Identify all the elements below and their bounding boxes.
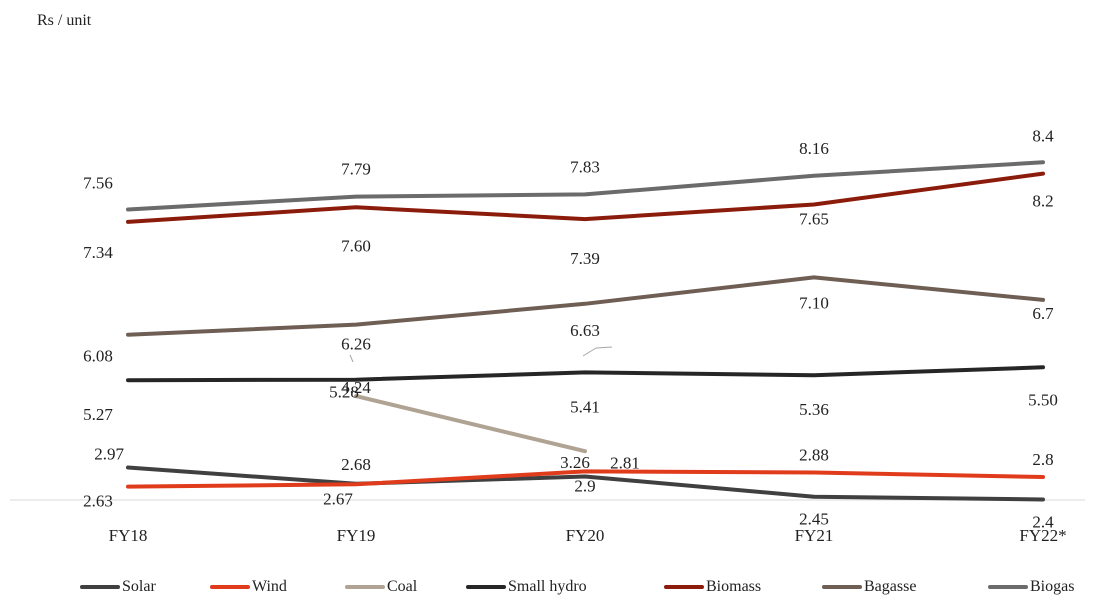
data-label-wind: 2.63 bbox=[83, 492, 113, 511]
series-small-hydro: 5.27 5.28 5.41 5.36 5.50 bbox=[83, 365, 1058, 424]
data-label-small-hydro: 5.50 bbox=[1028, 390, 1058, 409]
data-label-biomass: 8.2 bbox=[1032, 192, 1053, 211]
data-label-small-hydro: 5.41 bbox=[570, 397, 600, 416]
data-label-wind: 2.67 bbox=[323, 489, 353, 508]
x-tick-label: FY20 bbox=[566, 526, 605, 545]
legend-item-wind: Wind bbox=[210, 578, 287, 596]
data-label-biomass: 7.60 bbox=[341, 236, 371, 255]
legend-label: Coal bbox=[387, 578, 418, 595]
data-label-coal: 4.24 bbox=[341, 378, 371, 397]
data-label-bagasse: 6.08 bbox=[83, 347, 113, 366]
legend-swatch bbox=[466, 585, 506, 589]
legend-swatch bbox=[80, 585, 120, 589]
data-label-biogas: 7.56 bbox=[83, 174, 113, 193]
data-label-bagasse: 6.26 bbox=[341, 335, 371, 354]
data-label-bagasse: 7.10 bbox=[799, 293, 829, 312]
legend-item-biogas: Biogas bbox=[988, 578, 1074, 596]
data-label-biogas: 7.79 bbox=[341, 160, 371, 179]
legend-label: Wind bbox=[252, 578, 287, 595]
data-label-wind: 2.88 bbox=[799, 446, 829, 465]
data-label-biomass: 7.39 bbox=[570, 249, 600, 268]
data-label-solar: 2.97 bbox=[94, 444, 124, 463]
legend-item-bagasse: Bagasse bbox=[822, 578, 916, 596]
y-axis-label: Rs / unit bbox=[37, 12, 92, 29]
series-line-solar bbox=[126, 465, 1045, 502]
data-label-biomass: 7.65 bbox=[799, 209, 829, 228]
legend-label: Small hydro bbox=[508, 578, 587, 595]
series-biomass: 7.34 7.60 7.39 7.65 8.2 bbox=[83, 171, 1054, 268]
series-biogas: 7.56 7.79 7.83 8.16 8.4 bbox=[83, 126, 1054, 212]
series-coal: 4.24 3.26 bbox=[341, 378, 590, 472]
label-leader-line bbox=[349, 354, 354, 363]
series-wind: 2.63 2.67 2.9 2.88 2.8 bbox=[83, 446, 1054, 511]
series-bagasse: 6.08 6.26 6.63 7.10 6.7 bbox=[83, 275, 1054, 366]
data-label-solar: 2.81 bbox=[610, 453, 640, 472]
x-tick-label: FY19 bbox=[337, 526, 376, 545]
label-leader-line bbox=[595, 346, 613, 349]
data-label-bagasse: 6.63 bbox=[570, 321, 600, 340]
data-label-biogas: 8.16 bbox=[799, 139, 829, 158]
legend-item-small-hydro: Small hydro bbox=[466, 578, 587, 596]
data-label-solar: 2.68 bbox=[341, 455, 371, 474]
data-label-small-hydro: 5.28 bbox=[329, 383, 359, 402]
legend-swatch bbox=[988, 585, 1028, 589]
series-solar: 2.97 2.68 2.81 2.45 2.4 bbox=[94, 444, 1054, 531]
data-label-coal: 3.26 bbox=[560, 453, 590, 472]
series-line-wind bbox=[126, 469, 1045, 489]
x-tick-label: FY22* bbox=[1019, 526, 1066, 545]
data-label-solar: 2.45 bbox=[799, 510, 829, 529]
legend-swatch bbox=[822, 585, 862, 589]
data-label-small-hydro: 5.27 bbox=[83, 405, 113, 424]
legend-label: Biogas bbox=[1030, 578, 1075, 595]
data-label-bagasse: 6.7 bbox=[1032, 304, 1054, 323]
series-line-coal bbox=[354, 394, 587, 454]
data-label-biogas: 7.83 bbox=[570, 157, 600, 176]
data-label-biogas: 8.4 bbox=[1032, 126, 1054, 145]
series-line-bagasse bbox=[126, 275, 1045, 337]
label-leader-line bbox=[582, 347, 597, 357]
legend-label: Biomass bbox=[706, 578, 762, 595]
data-label-wind: 2.9 bbox=[574, 476, 595, 495]
series-line-small-hydro bbox=[126, 365, 1045, 383]
data-label-solar: 2.4 bbox=[1032, 513, 1054, 532]
data-label-wind: 2.8 bbox=[1032, 450, 1053, 469]
x-tick-label: FY18 bbox=[109, 526, 148, 545]
data-label-small-hydro: 5.36 bbox=[799, 400, 829, 419]
legend-item-biomass: Biomass bbox=[664, 578, 761, 596]
data-label-biomass: 7.34 bbox=[83, 243, 113, 262]
legend-swatch bbox=[210, 585, 250, 589]
x-tick-label: FY21 bbox=[795, 526, 834, 545]
legend-label: Bagasse bbox=[864, 578, 917, 595]
series-line-biogas bbox=[126, 160, 1045, 212]
series-line-biomass bbox=[126, 171, 1045, 224]
legend-swatch bbox=[345, 585, 385, 589]
legend-label: Solar bbox=[122, 578, 156, 595]
legend-item-coal: Coal bbox=[345, 578, 417, 596]
legend-item-solar: Solar bbox=[80, 578, 156, 596]
legend-swatch bbox=[664, 585, 704, 589]
chart-legend: Solar Wind Coal Small hydro Biomass Bagasse Bi… bbox=[0, 578, 1095, 601]
